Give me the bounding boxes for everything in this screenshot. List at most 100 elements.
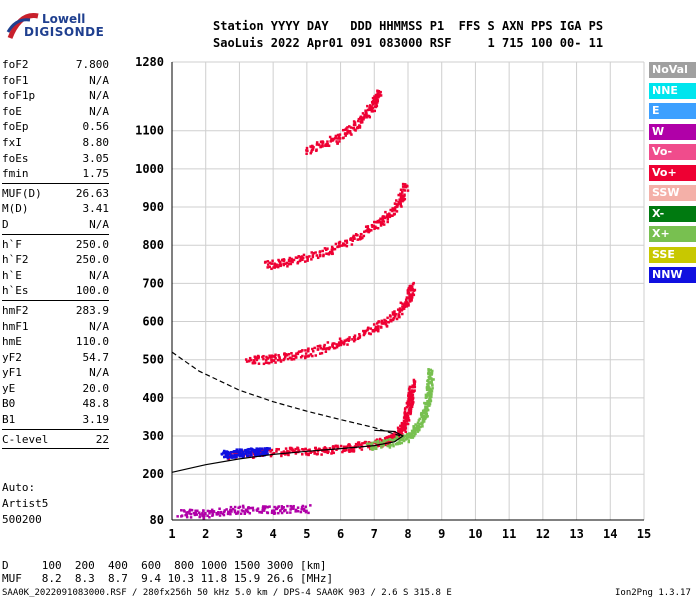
echo-point [338, 337, 342, 340]
param-row: hmF1 N/A [2, 319, 109, 335]
param-name: yF2 [2, 350, 22, 364]
param-value: 1.75 [82, 167, 110, 181]
echo-point [328, 135, 332, 139]
echo-point [309, 504, 312, 507]
echo-point [215, 511, 218, 515]
echo-point [394, 202, 397, 206]
echo-point [378, 437, 382, 441]
echo-point [405, 434, 409, 438]
param-row: M(D) 3.41 [2, 201, 109, 217]
echo-point [331, 343, 334, 347]
echo-point [411, 292, 415, 295]
echo-point [248, 356, 252, 360]
echo-point [399, 202, 402, 205]
echo-point [407, 433, 410, 436]
echo-point [392, 316, 396, 320]
echo-point [335, 345, 339, 349]
echo-point [410, 432, 414, 435]
echo-point [289, 508, 292, 511]
echo-point [286, 511, 289, 514]
echo-point [402, 188, 405, 191]
echo-point [408, 286, 412, 289]
auto-label: Auto: [2, 481, 36, 494]
echo-point [402, 436, 405, 439]
echo-point [216, 512, 220, 516]
echo-point [336, 137, 339, 140]
echo-point [256, 447, 260, 451]
echo-point [202, 516, 205, 520]
echo-point [208, 510, 212, 513]
echo-point [409, 289, 413, 292]
echo-point [330, 248, 334, 251]
echo-point [335, 343, 338, 346]
echo-point [276, 265, 280, 269]
echo-point [382, 216, 386, 220]
echo-point [369, 332, 372, 336]
echo-point [431, 369, 434, 373]
echo-point [380, 319, 384, 323]
param-value: 8.80 [82, 135, 110, 149]
echo-point [343, 132, 347, 135]
echo-point [268, 265, 271, 269]
echo-trace [220, 447, 271, 460]
echo-point [408, 387, 411, 390]
echo-point [310, 251, 313, 254]
echo-point [404, 427, 408, 430]
echo-point [345, 132, 349, 135]
param-name: h`E [2, 268, 22, 282]
echo-point [401, 197, 404, 201]
echo-point [407, 399, 411, 403]
echo-point [260, 452, 263, 456]
echo-point [376, 99, 380, 103]
echo-point [277, 505, 280, 508]
echo-point [430, 388, 433, 392]
echo-point [395, 435, 398, 439]
echo-point [374, 328, 377, 332]
echo-point [366, 114, 369, 118]
echo-point [332, 346, 336, 350]
echo-point [330, 452, 333, 455]
echo-point [373, 109, 377, 113]
logo-text-digisonde: DIGISONDE [24, 25, 105, 39]
echo-point [408, 297, 412, 301]
echo-point [247, 447, 250, 451]
echo-point [380, 322, 384, 325]
echo-point [379, 224, 383, 227]
echo-point [304, 352, 308, 355]
echo-point [352, 120, 356, 123]
echo-point [406, 412, 409, 416]
echo-point [265, 358, 268, 362]
echo-point [210, 510, 213, 513]
echo-point [301, 504, 305, 508]
echo-point [309, 451, 312, 454]
echo-point [326, 247, 329, 250]
echo-point [230, 456, 234, 459]
echo-point [384, 323, 388, 326]
echo-traces [176, 89, 435, 520]
echo-point [366, 444, 369, 447]
echo-point [270, 358, 273, 362]
echo-point [339, 444, 343, 448]
echo-point [404, 416, 408, 420]
echo-point [307, 511, 310, 515]
echo-point [374, 93, 378, 97]
echo-point [283, 356, 287, 359]
auto-method: Artist5 [2, 497, 49, 510]
echo-point [358, 446, 362, 450]
echo-point [353, 123, 357, 127]
echo-point [242, 506, 245, 509]
echo-point [323, 343, 326, 347]
echo-point [273, 505, 276, 509]
echo-point [311, 354, 314, 358]
echo-point [349, 131, 352, 135]
echo-point [244, 448, 247, 452]
echo-point [279, 358, 282, 362]
x-tick-label: 5 [303, 527, 310, 541]
echo-point [341, 242, 345, 245]
echo-point [393, 310, 396, 313]
header-row-values: SaoLuis 2022 Apr01 091 083000 RSF 1 715 … [213, 36, 604, 50]
echo-point [428, 392, 432, 396]
echo-point [263, 506, 267, 510]
echo-point [322, 253, 325, 257]
echo-point [348, 129, 352, 133]
